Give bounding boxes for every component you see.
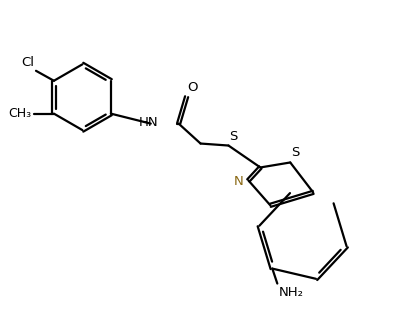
Text: S: S (291, 147, 299, 159)
Text: CH₃: CH₃ (8, 107, 31, 120)
Text: NH₂: NH₂ (278, 286, 303, 299)
Text: S: S (230, 130, 238, 143)
Text: O: O (187, 81, 198, 94)
Text: N: N (234, 175, 243, 188)
Text: HN: HN (139, 116, 158, 129)
Text: Cl: Cl (21, 56, 34, 69)
